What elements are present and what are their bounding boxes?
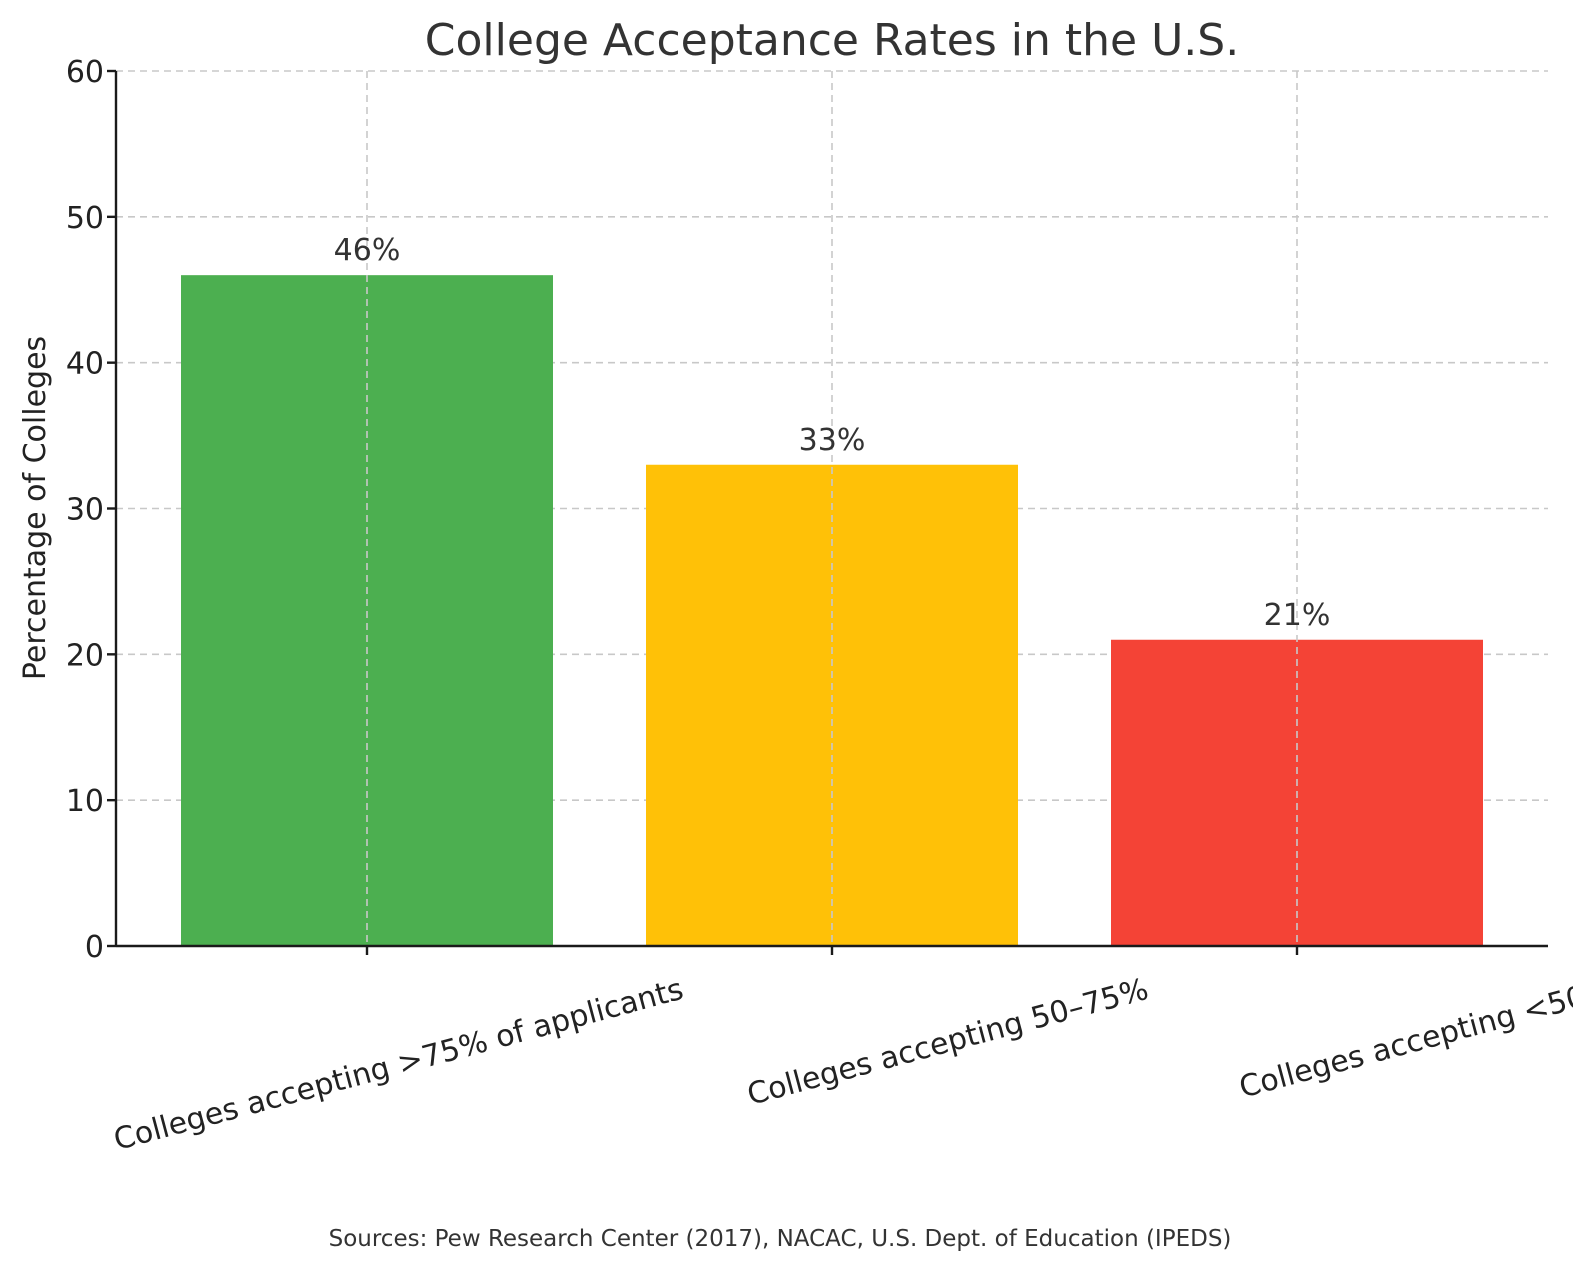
y-tick-labels: 0 10 20 30 40 50 60 bbox=[66, 55, 104, 965]
y-tick-label: 0 bbox=[85, 930, 104, 965]
y-tick-label: 40 bbox=[66, 347, 104, 382]
y-tick-label: 10 bbox=[66, 784, 104, 819]
axes bbox=[107, 69, 1548, 955]
x-tick-label: Colleges accepting <50% bbox=[1236, 972, 1573, 1106]
y-tick-label: 30 bbox=[66, 493, 104, 528]
y-tick-label: 50 bbox=[66, 201, 104, 236]
chart-title: College Acceptance Rates in the U.S. bbox=[425, 15, 1239, 66]
vertical-grid-lines bbox=[366, 71, 1298, 946]
data-label: 33% bbox=[799, 423, 866, 458]
source-note: Sources: Pew Research Center (2017), NAC… bbox=[329, 1226, 1232, 1252]
x-tick-label: Colleges accepting 50–75% bbox=[744, 972, 1152, 1113]
y-axis-label: Percentage of Colleges bbox=[18, 336, 53, 680]
x-tick-labels: Colleges accepting >75% of applicants Col… bbox=[110, 972, 1573, 1158]
data-label: 46% bbox=[334, 233, 401, 268]
x-tick-label: Colleges accepting >75% of applicants bbox=[110, 972, 687, 1158]
y-tick-label: 60 bbox=[66, 55, 104, 90]
bar bbox=[646, 464, 1018, 946]
data-labels: 46% 33% 21% bbox=[334, 233, 1331, 633]
y-tick-label: 20 bbox=[66, 638, 104, 673]
data-label: 21% bbox=[1264, 598, 1331, 633]
